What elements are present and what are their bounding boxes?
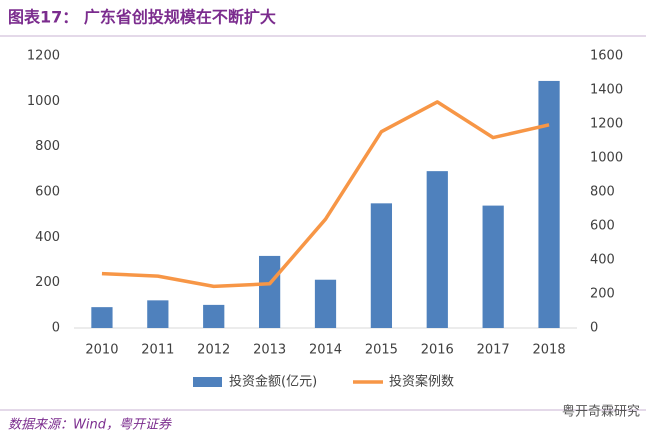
bar: [482, 205, 504, 328]
legend-swatch: [193, 377, 222, 387]
y-tick-label: 1200: [27, 49, 60, 64]
bar: [538, 80, 560, 328]
x-tick-label: 2016: [421, 343, 454, 358]
y-tick-label: 800: [35, 139, 60, 154]
y2-tick-label: 800: [590, 185, 615, 200]
x-tick-label: 2011: [141, 343, 174, 358]
x-tick-label: 2017: [477, 343, 510, 358]
chart-title: 图表17： 广东省创投规模在不断扩大: [8, 8, 276, 27]
source: 数据来源：Wind，粤开证券: [8, 417, 172, 433]
x-tick-label: 2015: [365, 343, 398, 358]
y2-tick-label: 0: [590, 321, 598, 336]
y-tick-label: 600: [35, 185, 60, 200]
y2-tick-label: 600: [590, 219, 615, 234]
bar: [203, 304, 225, 328]
y-tick-label: 400: [35, 230, 60, 245]
y2-tick-label: 1600: [590, 49, 623, 64]
bar: [314, 279, 337, 328]
bar: [147, 300, 169, 328]
y2-tick-label: 1200: [590, 117, 623, 132]
x-tick-label: 2018: [533, 343, 566, 358]
x-tick-label: 2014: [309, 343, 342, 358]
y2-tick-label: 1000: [590, 151, 623, 166]
legend-label: 投资金额(亿元): [229, 374, 317, 390]
x-tick-label: 2012: [197, 343, 230, 358]
bar: [370, 203, 393, 328]
x-tick-label: 2013: [253, 343, 286, 358]
legend-label: 投资案例数: [389, 374, 454, 390]
y-tick-label: 0: [52, 321, 60, 336]
bar: [426, 171, 448, 328]
watermark: 粤开奇霖研究: [562, 404, 640, 420]
bar: [91, 307, 113, 328]
x-tick-label: 2010: [85, 343, 118, 358]
y-tick-label: 1000: [27, 94, 60, 109]
y2-tick-label: 400: [590, 253, 615, 268]
line: [101, 100, 550, 289]
y2-tick-label: 200: [590, 287, 615, 302]
y-tick-label: 200: [35, 275, 60, 290]
bar: [258, 255, 281, 328]
y2-tick-label: 1400: [590, 83, 623, 98]
